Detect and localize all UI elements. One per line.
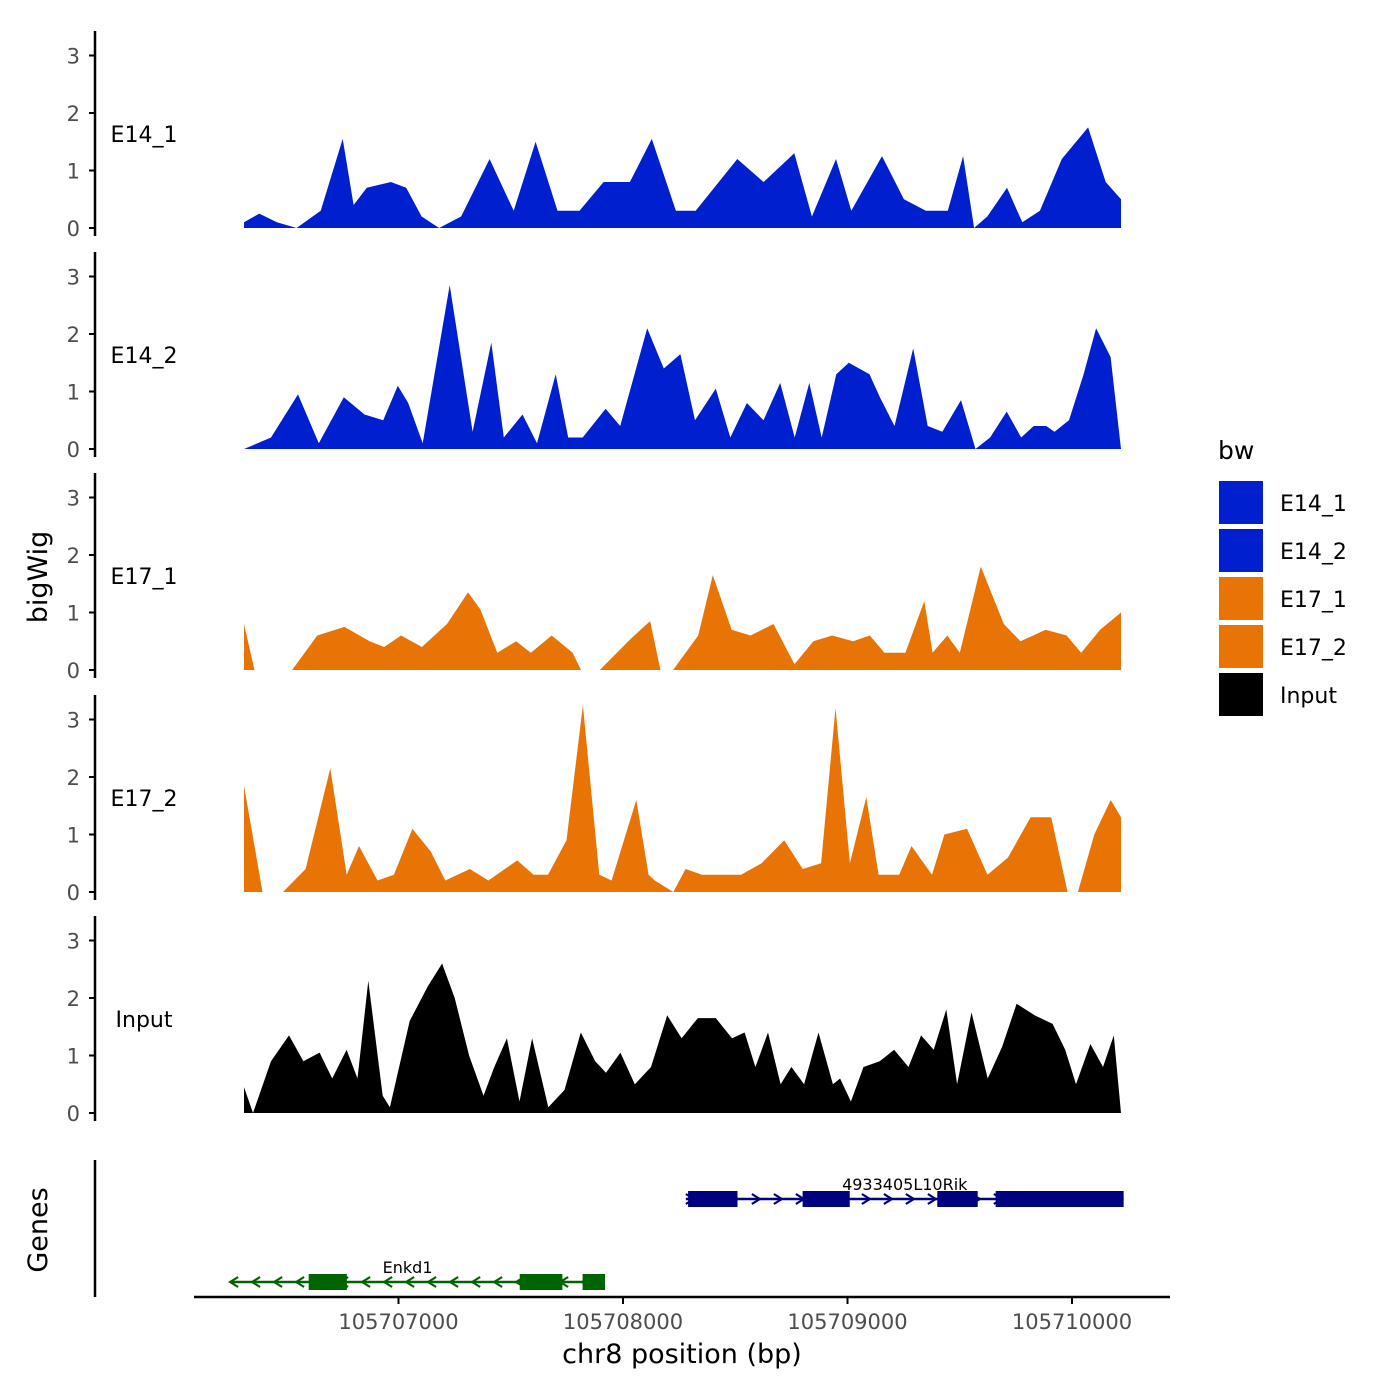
y-tick-label: 2 (67, 766, 80, 790)
strand-chevron (272, 1276, 283, 1288)
strand-chevron (470, 1276, 481, 1288)
y-tick-label: 3 (67, 487, 80, 511)
track-Input: 0 1 2 3 Input (67, 916, 1121, 1126)
track-label: Input (116, 1008, 173, 1033)
coverage-area-E14_1 (244, 127, 1121, 228)
legend-title: bw (1218, 436, 1254, 465)
legend: bw E14_1 E14_2 E17_1 E17_2 Input (1218, 436, 1347, 716)
strand-chevron (404, 1276, 415, 1288)
y-tick-label: 2 (67, 544, 80, 568)
y-tick-label: 2 (67, 102, 80, 126)
gene-track: 4933405L10Rik Enkd1 (93, 1160, 1124, 1297)
strand-chevron (382, 1276, 393, 1288)
legend-label: E14_2 (1280, 540, 1347, 565)
strand-chevron (492, 1276, 503, 1288)
legend-label: Input (1280, 684, 1337, 709)
gene-exon (308, 1274, 347, 1290)
coverage-tracks: 0 1 2 3 E14_1 0 1 2 3 E14_2 0 1 2 3 E17_1 0 1 2 3 E17_2 0 1 2 3… (67, 31, 1121, 1126)
y-tick-label: 2 (67, 987, 80, 1011)
strand-chevron (883, 1193, 894, 1205)
strand-chevron (751, 1193, 762, 1205)
y-tick-label: 3 (67, 930, 80, 954)
track-E14_2: 0 1 2 3 E14_2 (67, 252, 1121, 462)
gene-name-label: Enkd1 (383, 1258, 433, 1277)
legend-label: E14_1 (1280, 492, 1347, 517)
strand-chevron (250, 1276, 261, 1288)
strand-chevron (294, 1276, 305, 1288)
y-axis-title: bigWig (23, 531, 54, 624)
track-E17_1: 0 1 2 3 E17_1 (67, 473, 1121, 683)
track-E14_1: 0 1 2 3 E14_1 (67, 31, 1121, 241)
y-tick-label: 3 (67, 709, 80, 733)
y-tick-label: 0 (67, 881, 80, 905)
x-axis-title: chr8 position (bp) (562, 1339, 802, 1370)
gene-Enkd1: Enkd1 (228, 1258, 606, 1290)
strand-chevron (426, 1276, 437, 1288)
y-tick-label: 3 (67, 266, 80, 290)
y-tick-label: 2 (67, 323, 80, 347)
strand-chevron (773, 1193, 784, 1205)
y-tick-label: 0 (67, 217, 80, 241)
gene-exon (995, 1191, 1124, 1207)
gene-name-label: 4933405L10Rik (842, 1175, 968, 1194)
coverage-area-E17_1 (244, 566, 1121, 670)
track-label: E14_2 (111, 344, 178, 369)
gene-exon (802, 1191, 850, 1207)
x-tick-label: 105707000 (338, 1310, 458, 1334)
track-label: E17_1 (111, 565, 178, 590)
y-tick-label: 0 (67, 659, 80, 683)
x-tick-label: 105710000 (1012, 1310, 1132, 1334)
gene-4933405L10Rik: 4933405L10Rik (685, 1175, 1124, 1207)
strand-chevron (360, 1276, 371, 1288)
track-label: E17_2 (111, 787, 178, 812)
x-axis: 105707000 105708000 105709000 105710000 (194, 1295, 1170, 1334)
track-E17_2: 0 1 2 3 E17_2 (67, 695, 1121, 905)
strand-chevron (448, 1276, 459, 1288)
x-tick-label: 105709000 (787, 1310, 907, 1334)
genes-axis-title: Genes (23, 1187, 54, 1272)
y-tick-label: 1 (67, 602, 80, 626)
strand-chevron (861, 1193, 872, 1205)
coverage-area-E14_2 (244, 285, 1121, 449)
gene-exon (519, 1274, 563, 1290)
y-tick-label: 1 (67, 824, 80, 848)
legend-label: E17_2 (1280, 636, 1347, 661)
y-tick-label: 1 (67, 1045, 80, 1069)
strand-chevron (905, 1193, 916, 1205)
gene-exon (582, 1274, 606, 1290)
y-tick-label: 0 (67, 1102, 80, 1126)
x-tick-label: 105708000 (563, 1310, 683, 1334)
legend-swatch-E14_2 (1219, 529, 1263, 572)
y-tick-label: 0 (67, 438, 80, 462)
coverage-area-Input (244, 963, 1121, 1113)
strand-chevron (228, 1276, 239, 1288)
legend-swatch-E17_2 (1219, 625, 1263, 668)
gene-exon (937, 1191, 978, 1207)
y-tick-label: 1 (67, 160, 80, 184)
legend-swatch-E17_1 (1219, 577, 1263, 620)
y-tick-label: 1 (67, 381, 80, 405)
track-label: E14_1 (111, 123, 178, 148)
coverage-area-E17_2 (244, 705, 1121, 892)
gene-exon (688, 1191, 738, 1207)
legend-swatch-E14_1 (1219, 481, 1263, 524)
legend-swatch-Input (1219, 673, 1263, 716)
y-tick-label: 3 (67, 45, 80, 69)
legend-label: E17_1 (1280, 588, 1347, 613)
strand-chevron (927, 1193, 938, 1205)
